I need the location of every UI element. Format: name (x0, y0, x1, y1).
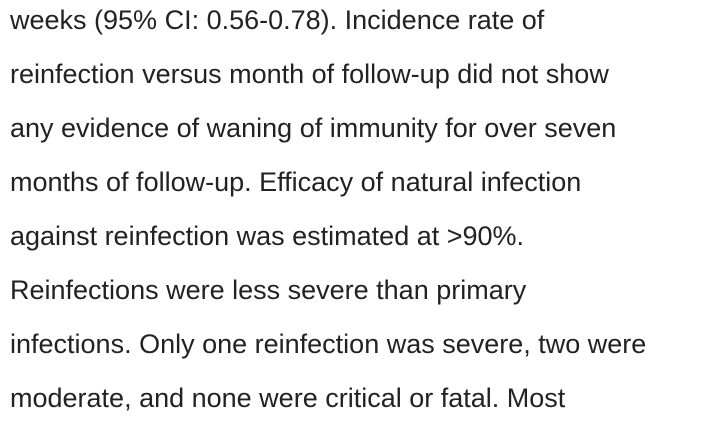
paragraph-line-5: against reinfection was estimated at >90… (10, 221, 525, 251)
paragraph-line-4: months of follow-up. Efficacy of natural… (10, 167, 582, 197)
paragraph-line-8: moderate, and none were critical or fata… (10, 383, 566, 413)
paragraph-line-2: reinfection versus month of follow-up di… (10, 59, 609, 89)
paragraph-line-7: infections. Only one reinfection was sev… (10, 329, 647, 359)
paragraph-line-3: any evidence of waning of immunity for o… (10, 113, 617, 143)
article-paragraph: weeks (95% CI: 0.56-0.78). Incidence rat… (10, 0, 710, 425)
paragraph-line-6: Reinfections were less severe than prima… (10, 275, 527, 305)
paragraph-line-1: weeks (95% CI: 0.56-0.78). Incidence rat… (10, 5, 545, 35)
